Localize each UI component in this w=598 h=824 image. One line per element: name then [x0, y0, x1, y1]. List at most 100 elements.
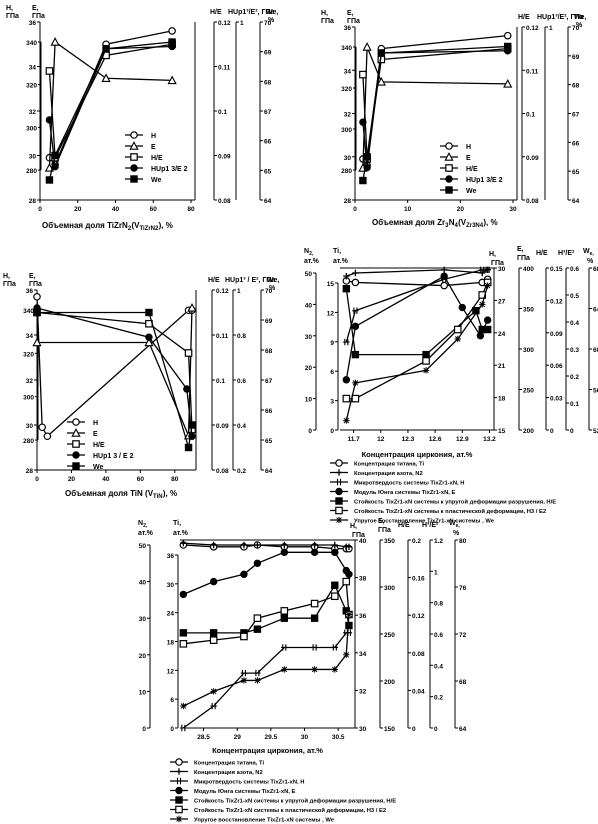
x-tick-label: 12.3 [402, 436, 415, 443]
legend-label: Микротвердость системы TixZr1-xN, H [354, 481, 464, 487]
series-line [48, 41, 173, 181]
data-point [483, 316, 492, 324]
he-axis-tick-label: 0.08 [412, 651, 425, 658]
e-axis-unit: ГПа [32, 13, 45, 20]
x-axis-title-part: Объемная доля Zr [372, 218, 445, 227]
data-point [33, 292, 41, 301]
x-tick-label: 11.7 [347, 436, 360, 443]
he-axis-tick-label: 0.08 [218, 198, 231, 205]
series [343, 282, 491, 424]
data-point [240, 669, 248, 677]
h-axis-unit: ГПа [491, 260, 504, 267]
e-axis-tick-label: 320 [23, 351, 34, 358]
legend: Концентрация титана, Ti Концентрация азот… [330, 459, 556, 525]
data-point [345, 629, 353, 637]
legend-label: Стойкость TixZr1-xN системы к пластическ… [354, 508, 546, 515]
we-axis-tick-label: 68 [264, 79, 272, 86]
legend: HE H/E HUp1 3/E 2 We [125, 131, 188, 184]
legend-marker [129, 141, 139, 150]
data-point [343, 417, 350, 424]
x-axis-title-sub: 2 [128, 226, 132, 232]
legend-marker [72, 418, 80, 426]
x-tick-label: 30.5 [332, 734, 345, 741]
data-point [359, 176, 367, 185]
legend-label: We [93, 464, 103, 471]
legend-marker [72, 451, 80, 459]
e-axis-title: E, [29, 273, 36, 280]
h-axis-tick-label: 36 [29, 20, 37, 27]
legend-marker [175, 777, 183, 785]
legend-marker [444, 152, 454, 161]
h-axis-tick-label: 30 [344, 155, 352, 162]
data-point [483, 325, 492, 334]
data-point [240, 570, 248, 578]
we-axis-tick-label: 68 [593, 266, 598, 273]
data-point [101, 73, 111, 83]
legend: HE H/E HUp1 3/E 2 We [440, 142, 503, 195]
series-e [44, 37, 177, 172]
n2-axis-tick-label: 20 [139, 653, 147, 660]
series-line [346, 269, 488, 277]
legend-marker [130, 175, 138, 183]
we-axis-tick-label: 66 [572, 140, 580, 147]
x-tick-label: 12.6 [429, 436, 442, 443]
legend-label: E [93, 431, 98, 438]
hup-axis-tick-label: 1 [549, 25, 553, 32]
he-axis-tick-label: 0.09 [526, 155, 539, 162]
data-point [342, 376, 351, 384]
data-point [342, 394, 351, 403]
legend-marker [335, 506, 343, 515]
ti-axis-tick-label: 18 [167, 640, 175, 647]
we-axis-title: We, [583, 248, 594, 257]
h3e2-axis-tick-label: 0.8 [434, 601, 443, 608]
e-axis-tick-label: 400 [523, 266, 534, 273]
legend-label: E [466, 155, 471, 162]
x-tick-label: 30 [301, 734, 309, 741]
x-tick-label: 60 [137, 476, 145, 483]
ti-axis-tick-label: 24 [167, 611, 175, 618]
e-axis-tick-label: 300 [23, 395, 34, 402]
legend-label: Микротвердость системы TixZr1-xN, H [194, 780, 304, 786]
data-point [343, 272, 350, 280]
h-axis-tick-label: 21 [498, 363, 506, 370]
hup-axis-tick-label: 1 [240, 20, 244, 27]
legend-marker [445, 164, 453, 172]
legend-marker [175, 786, 183, 795]
series-line [346, 278, 488, 287]
h-axis-tick-label: 30 [29, 154, 37, 161]
he-axis-tick-label: 0.11 [526, 68, 539, 75]
h-axis-title: H, [6, 5, 13, 12]
x-axis-title: Объемная доля Zr3 N4 (VZr3N4 ), % [372, 218, 498, 229]
e-axis-title: E, [32, 5, 39, 12]
series [180, 611, 353, 710]
he-axis-tick-label: 0.11 [216, 333, 229, 340]
data-point [359, 70, 367, 79]
h-axis-tick-label: 32 [344, 112, 352, 119]
data-point [440, 281, 448, 290]
he-axis-tick-label: 0.04 [412, 688, 425, 695]
h-axis-tick-label: 28 [29, 198, 37, 205]
hup-axis-tick-label: 0.4 [237, 423, 246, 430]
series-line [182, 632, 349, 729]
legend-label: Упругое восстановление TixZr1-xN системы… [194, 818, 335, 824]
h-axis-tick-label: 32 [359, 688, 367, 695]
data-point [342, 577, 351, 586]
data-point [184, 443, 193, 452]
e-axis-tick-label: 280 [26, 168, 37, 175]
we-axis-tick-label: 72 [459, 632, 467, 639]
x-tick-label: 0 [353, 206, 357, 213]
legend-marker [335, 478, 343, 486]
legend-label: H [151, 133, 156, 140]
he-axis-tick-label: 0.09 [216, 423, 229, 430]
x-axis-title-part: ), % [159, 221, 173, 230]
we-axis-tick-label: 66 [265, 408, 273, 415]
ti-axis-tick-label: 6 [170, 697, 174, 704]
data-point [331, 666, 339, 673]
he-axis-tick-label: 0.08 [216, 468, 229, 475]
e-axis-tick-label: 250 [384, 632, 395, 639]
data-point [38, 423, 46, 432]
x-axis-title-part: ), % [163, 489, 177, 498]
we-axis-tick-label: 76 [459, 585, 467, 592]
data-point [187, 302, 197, 312]
data-point [310, 614, 319, 622]
